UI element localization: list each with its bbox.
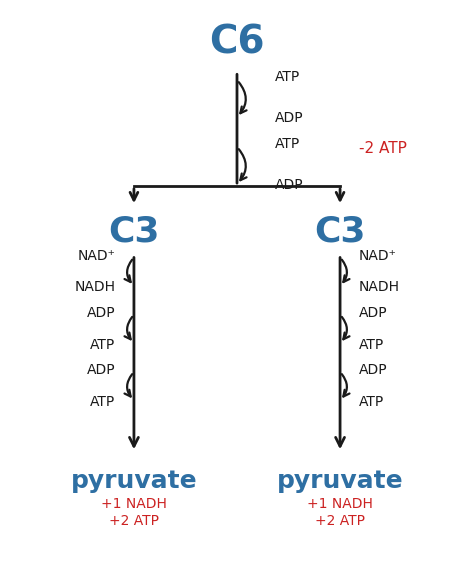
Text: NADH: NADH bbox=[74, 280, 115, 294]
Text: NADH: NADH bbox=[359, 280, 400, 294]
Text: ADP: ADP bbox=[359, 364, 387, 377]
FancyArrowPatch shape bbox=[125, 317, 132, 339]
Text: ATP: ATP bbox=[274, 70, 300, 84]
Text: C3: C3 bbox=[108, 215, 160, 249]
FancyArrowPatch shape bbox=[342, 260, 349, 282]
Text: ADP: ADP bbox=[274, 112, 303, 125]
Text: C6: C6 bbox=[209, 24, 265, 62]
Text: +1 NADH: +1 NADH bbox=[307, 497, 373, 511]
Text: +2 ATP: +2 ATP bbox=[109, 514, 159, 528]
FancyArrowPatch shape bbox=[125, 260, 132, 282]
FancyArrowPatch shape bbox=[125, 374, 132, 397]
Text: +2 ATP: +2 ATP bbox=[315, 514, 365, 528]
Text: ATP: ATP bbox=[274, 137, 300, 151]
Text: -2 ATP: -2 ATP bbox=[359, 141, 407, 156]
Text: pyruvate: pyruvate bbox=[71, 469, 197, 493]
Text: ADP: ADP bbox=[87, 364, 115, 377]
FancyArrowPatch shape bbox=[342, 317, 349, 339]
Text: +1 NADH: +1 NADH bbox=[101, 497, 167, 511]
Text: C3: C3 bbox=[314, 215, 366, 249]
FancyArrowPatch shape bbox=[239, 149, 246, 180]
Text: ATP: ATP bbox=[90, 338, 115, 351]
Text: ADP: ADP bbox=[359, 306, 387, 320]
Text: NAD⁺: NAD⁺ bbox=[359, 249, 397, 263]
Text: ATP: ATP bbox=[90, 395, 115, 409]
Text: NAD⁺: NAD⁺ bbox=[77, 249, 115, 263]
Text: ADP: ADP bbox=[87, 306, 115, 320]
FancyArrowPatch shape bbox=[239, 82, 246, 113]
Text: ATP: ATP bbox=[359, 338, 384, 351]
FancyArrowPatch shape bbox=[342, 374, 349, 397]
Text: ATP: ATP bbox=[359, 395, 384, 409]
Text: pyruvate: pyruvate bbox=[277, 469, 403, 493]
Text: ADP: ADP bbox=[274, 179, 303, 192]
